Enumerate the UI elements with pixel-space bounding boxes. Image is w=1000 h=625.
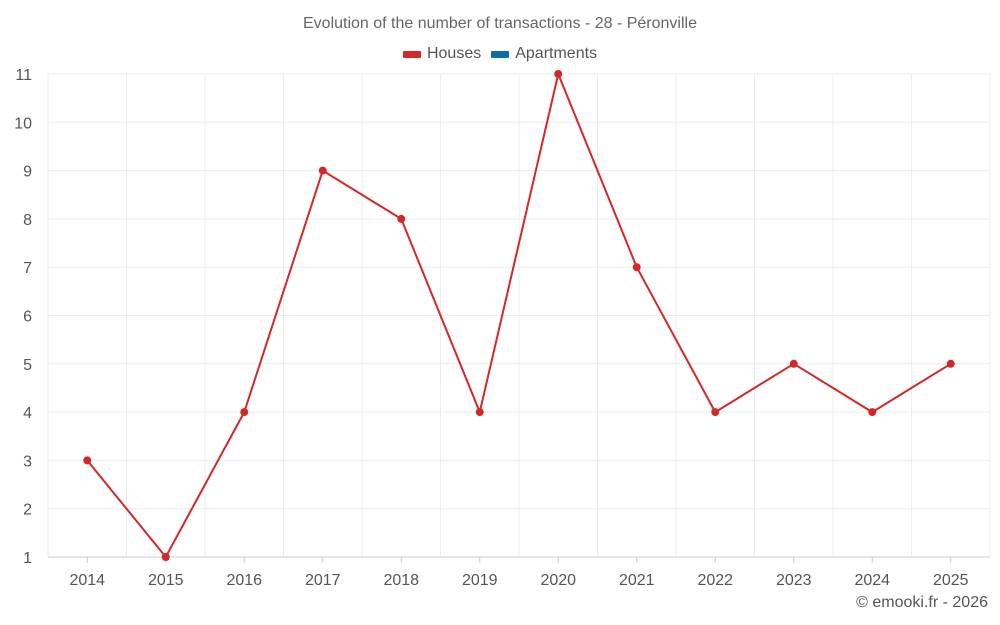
credit-text: © emooki.fr - 2026	[856, 594, 988, 611]
legend-label-houses: Houses	[426, 45, 482, 62]
data-point-houses	[161, 553, 170, 561]
x-tick-label: 2019	[462, 572, 498, 589]
y-tick-label: 4	[23, 405, 32, 422]
y-tick-label: 8	[23, 212, 32, 229]
x-tick-label: 2020	[540, 572, 576, 589]
chart-title: Evolution of the number of transactions …	[303, 15, 697, 32]
y-tick-label: 1	[23, 550, 32, 567]
x-tick-label: 2024	[854, 572, 890, 589]
x-tick-label: 2022	[697, 572, 733, 589]
legend-swatch-houses	[402, 50, 421, 58]
data-point-houses	[318, 166, 327, 175]
x-tick-label: 2016	[226, 572, 262, 589]
legend-item-houses[interactable]: Houses	[402, 45, 482, 63]
data-point-houses	[397, 214, 406, 223]
data-point-houses	[789, 359, 798, 368]
y-tick-label: 2	[23, 502, 32, 519]
y-tick-label: 5	[23, 357, 32, 374]
data-point-houses	[554, 70, 563, 78]
y-tick-label: 7	[23, 260, 32, 277]
data-point-houses	[240, 408, 249, 417]
data-point-houses	[632, 263, 641, 272]
data-point-houses	[475, 408, 484, 417]
data-point-houses	[946, 359, 955, 368]
x-tick-label: 2023	[776, 572, 812, 589]
x-tick-label: 2015	[148, 572, 184, 589]
legend-swatch-apartments	[491, 50, 510, 58]
legend-item-apartments[interactable]: Apartments	[491, 45, 597, 63]
x-tick-label: 2014	[69, 572, 105, 589]
data-point-houses	[711, 408, 720, 417]
y-tick-label: 3	[23, 453, 32, 470]
data-point-houses	[868, 408, 877, 417]
y-tick-label: 10	[14, 115, 32, 132]
data-point-houses	[83, 456, 92, 465]
x-tick-label: 2025	[933, 572, 969, 589]
legend-label-apartments: Apartments	[515, 45, 598, 62]
series-line-houses	[86, 73, 952, 558]
legend: Houses Apartments	[0, 45, 1000, 63]
x-tick-label: 2018	[383, 572, 419, 589]
y-tick-label: 9	[23, 164, 32, 181]
y-tick-label: 6	[23, 309, 32, 326]
x-tick-label: 2021	[619, 572, 655, 589]
y-tick-label: 11	[15, 67, 32, 84]
x-tick-label: 2017	[305, 572, 341, 589]
